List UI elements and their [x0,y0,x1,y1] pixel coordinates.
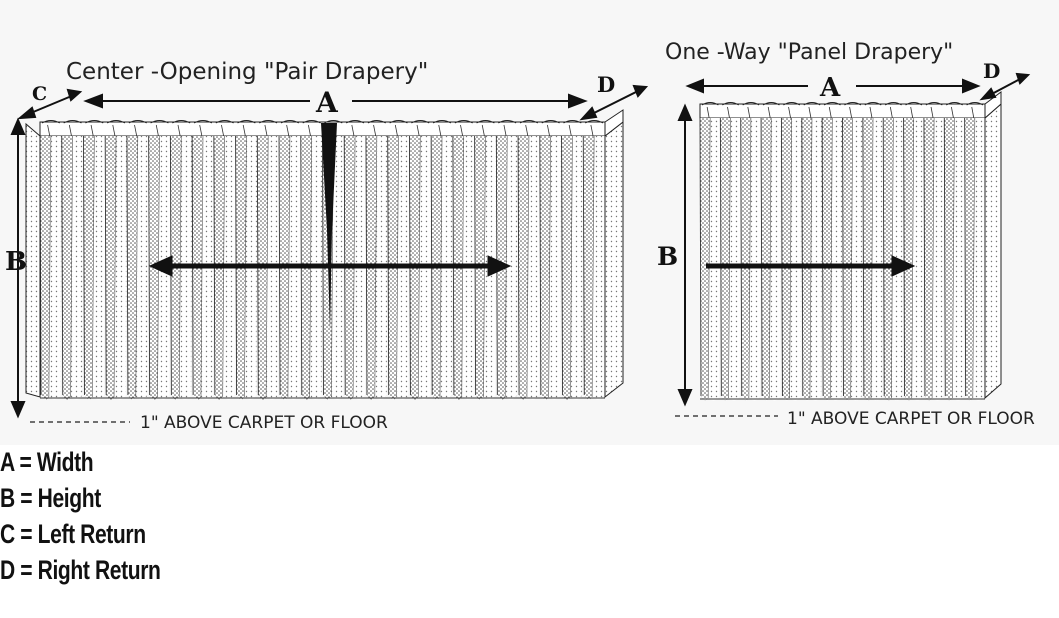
height-arrow-b-left [10,117,26,419]
right-return-label-d-left: D [597,72,615,97]
panel-drapery-illustration: One -Way "Panel Drapery" A D B 1" ABOVE … [657,40,1035,429]
legend-left-return: C = Left Return [0,519,146,549]
height-label-b-left: B [5,247,27,277]
right-return-label-d-right: D [983,59,1000,83]
legend-height: B = Height [0,483,101,513]
right-return-arrow-d-left [579,84,649,121]
drapery-measurement-diagram: Center -Opening "Pair Drapery" A C D [5,40,1035,433]
measurement-legend: A = Width B = Height C = Left Return D =… [0,444,206,588]
right-return-arrow-d-right [979,72,1031,101]
draw-direction-arrow-left [148,255,512,277]
floor-note-left: 1" ABOVE CARPET OR FLOOR [140,413,388,433]
panel-drapery-curtain [699,91,1002,401]
draw-direction-arrow-right [706,255,916,277]
height-arrow-b-right [677,103,693,407]
left-return-label-c: C [32,83,47,105]
legend-width: A = Width [0,447,94,477]
width-arrow-a-right [685,78,981,94]
width-label-a-right: A [819,73,841,103]
legend-right-return: D = Right Return [0,555,161,585]
height-label-b-right: B [657,242,678,271]
center-opening-divider [321,123,337,330]
floor-note-right: 1" ABOVE CARPET OR FLOOR [787,409,1035,429]
panel-drapery-title: One -Way "Panel Drapery" [665,40,953,65]
left-return-arrow-c [16,88,83,120]
width-label-a-left: A [315,86,339,119]
pair-drapery-illustration: Center -Opening "Pair Drapery" A C D [5,59,649,433]
pair-drapery-title: Center -Opening "Pair Drapery" [66,59,428,85]
width-arrow-a-left [83,93,588,109]
